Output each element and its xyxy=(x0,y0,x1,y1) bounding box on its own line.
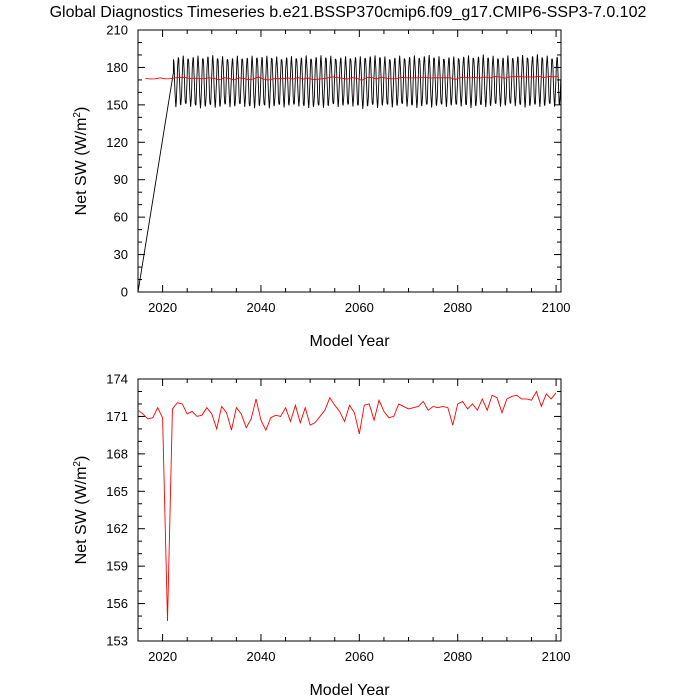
bottom-y-axis-label: Net SW (W/m2) xyxy=(72,456,90,565)
bottom-x-tick-label: 2040 xyxy=(247,649,276,664)
bottom-y-tick-label: 156 xyxy=(106,596,128,611)
bottom-panel: 2020 2040 2060 2080 2100 153 156 159 162 165 168 17… xyxy=(72,372,571,700)
top-y-tick-label: 210 xyxy=(106,23,128,38)
top-x-axis-label: Model Year xyxy=(309,333,390,350)
top-panel: 2020 2040 2060 2080 2100 0 30 60 90 120 150 180 210 M… xyxy=(72,23,571,351)
top-y-tick-label: 120 xyxy=(106,135,128,150)
bottom-x-tick-label: 2100 xyxy=(542,649,571,664)
bottom-y-tick-label: 168 xyxy=(106,446,128,461)
top-x-tick-label: 2100 xyxy=(542,300,571,315)
top-x-tick-label: 2020 xyxy=(148,300,177,315)
bottom-plot-frame xyxy=(137,378,562,642)
top-y-axis-label: Net SW (W/m2) xyxy=(72,107,90,216)
top-y-tick-label: 60 xyxy=(114,210,128,225)
top-x-tick-label: 2080 xyxy=(443,300,472,315)
bottom-annual-series-line xyxy=(137,390,557,622)
top-y-tick-label: 30 xyxy=(114,247,128,262)
bottom-y-tick-label: 162 xyxy=(106,521,128,536)
bottom-x-tick-label: 2060 xyxy=(345,649,374,664)
bottom-y-tick-label: 174 xyxy=(106,372,128,387)
top-y-tick-label: 0 xyxy=(121,285,128,300)
top-y-tick-label: 90 xyxy=(114,172,128,187)
top-y-tick-label: 150 xyxy=(106,97,128,112)
top-monthly-series-line xyxy=(138,54,561,292)
top-annual-series-line xyxy=(145,75,559,81)
figure-title: Global Diagnostics Timeseries b.e21.BSSP… xyxy=(50,4,647,21)
bottom-y-tick-label: 165 xyxy=(106,484,128,499)
bottom-y-tick-label: 153 xyxy=(106,634,128,649)
top-x-tick-label: 2060 xyxy=(345,300,374,315)
bottom-x-axis-label: Model Year xyxy=(309,682,390,699)
bottom-y-tick-label: 171 xyxy=(106,409,128,424)
bottom-x-tick-label: 2080 xyxy=(443,649,472,664)
bottom-x-tick-label: 2020 xyxy=(148,649,177,664)
top-plot-frame xyxy=(137,29,562,293)
top-y-tick-label: 180 xyxy=(106,60,128,75)
bottom-y-tick-label: 159 xyxy=(106,559,128,574)
top-x-tick-label: 2040 xyxy=(247,300,276,315)
